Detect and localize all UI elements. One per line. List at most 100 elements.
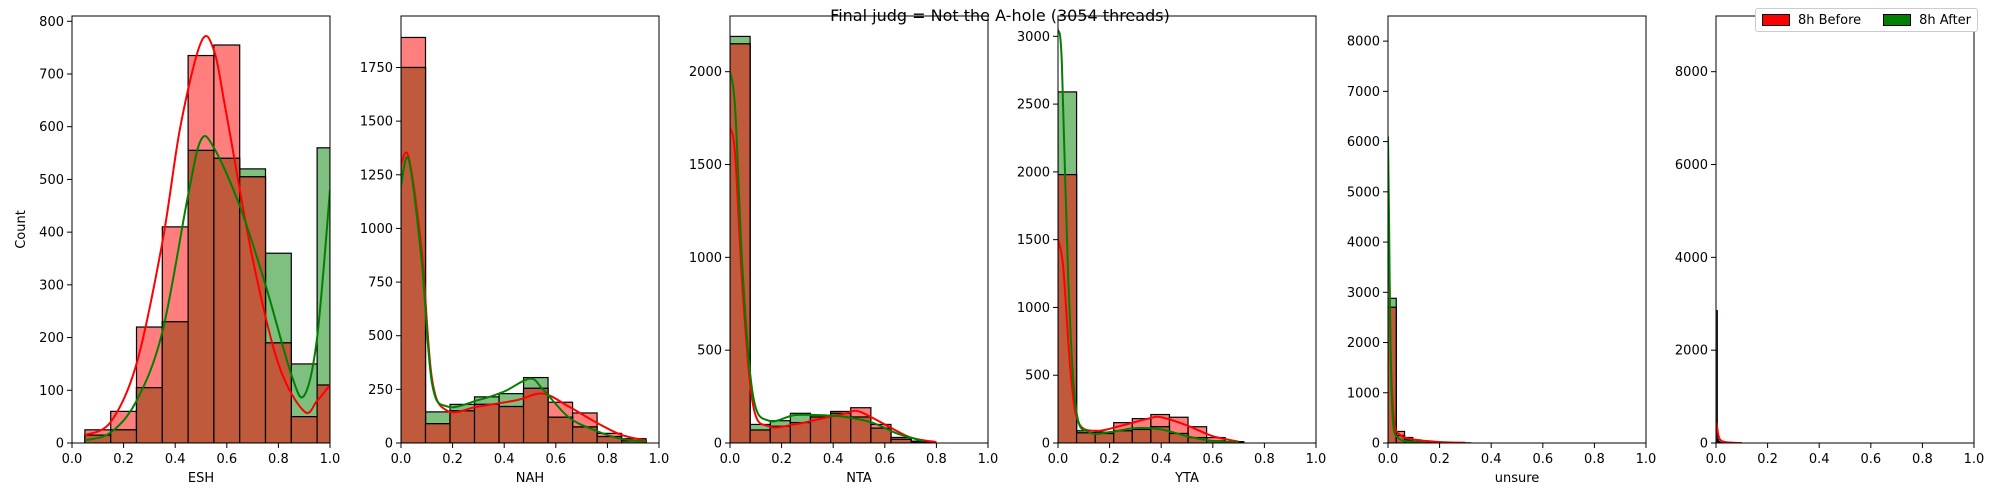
panel-5: 0.0 0.2 0.4 0.6 0.8 1.0 0 1000 2000 3000 4000 5000 6…: [1347, 15, 1657, 486]
plot-area-4: [1058, 29, 1245, 443]
kde-before-line: [1716, 421, 1742, 443]
kde-before-line: [1058, 239, 1239, 443]
kde-after-line: [1388, 136, 1427, 443]
y-tick-label: 7000: [1347, 85, 1380, 100]
y-tick-label: 2000: [689, 65, 722, 80]
y-tick-label: 4000: [1347, 236, 1380, 251]
x-tick-label: 0.2: [113, 452, 134, 467]
bar-overlap: [187, 149, 215, 443]
legend-item-before: 8h Before: [1762, 13, 1861, 28]
bar-overlap: [264, 342, 292, 443]
y-tick-label: 4000: [1675, 251, 1708, 266]
y-tick-label: 1000: [360, 222, 393, 237]
y-tick-label: 1750: [360, 61, 393, 76]
y-tick-label: 6000: [1675, 158, 1708, 173]
y-tick-label: 250: [368, 383, 393, 398]
bar-overlap: [449, 410, 476, 443]
axes-frame: [400, 15, 660, 444]
y-axis-label: Count: [14, 210, 29, 249]
y-tick-label: 0: [385, 437, 393, 452]
x-tick-label: 0.4: [1809, 452, 1830, 467]
legend-swatch-after: [1883, 14, 1912, 26]
plot-area-6: [1716, 310, 1742, 443]
axes-frame: [71, 15, 331, 444]
y-tick-label: 2500: [1017, 98, 1050, 113]
y-tick-label: 500: [697, 344, 722, 359]
kde-before-line: [1388, 201, 1466, 443]
y-tick-label: 500: [368, 329, 393, 344]
x-tick-label: 1.0: [1636, 452, 1657, 467]
y-tick-label: 5000: [1347, 185, 1380, 200]
bar-overlap: [769, 425, 791, 443]
plot-area-1: [84, 35, 330, 443]
legend-label-before: 8h Before: [1798, 12, 1862, 28]
bar-before: [1716, 310, 1718, 443]
legend-item-after: 8h After: [1883, 13, 1971, 28]
x-tick-label: 0.0: [1706, 452, 1727, 467]
bar-overlap: [424, 423, 451, 443]
x-tick-label: 0.2: [771, 452, 792, 467]
x-axis-label: NTA: [846, 471, 872, 486]
bar-overlap: [110, 429, 138, 443]
y-tick-label: 3000: [1017, 30, 1050, 45]
bar-overlap: [1094, 432, 1115, 443]
y-tick-label: 1500: [1017, 233, 1050, 248]
x-tick-label: 0.2: [1429, 452, 1450, 467]
x-tick-label: 0.0: [1378, 452, 1399, 467]
kde-before-line: [730, 127, 937, 443]
x-tick-label: 0.0: [391, 452, 412, 467]
y-tick-label: 500: [1025, 369, 1050, 384]
x-tick-label: 0.2: [1099, 452, 1120, 467]
bar-overlap: [498, 405, 525, 443]
legend-label-after: 8h After: [1919, 12, 1972, 28]
bar-overlap: [135, 387, 163, 443]
plot-area-2: [401, 36, 647, 443]
y-tick-label: 0: [1042, 437, 1050, 452]
axes-frame: [1715, 15, 1975, 444]
y-tick-label: 800: [39, 15, 64, 30]
x-tick-label: 0.0: [1048, 452, 1069, 467]
y-tick-label: 500: [39, 173, 64, 188]
y-tick-label: 100: [39, 384, 64, 399]
x-tick-label: 0.8: [1584, 452, 1605, 467]
x-tick-label: 1.0: [978, 452, 999, 467]
kde-before-line: [401, 151, 647, 442]
y-tick-label: 300: [39, 278, 64, 293]
y-tick-label: 400: [39, 226, 64, 241]
x-tick-label: 0.8: [926, 452, 947, 467]
panel-6: 0.0 0.2 0.4 0.6 0.8 1.0 0 2000 4000 6000 8000: [1675, 15, 1984, 467]
kde-before-line: [84, 35, 330, 437]
y-tick-label: 2000: [1675, 344, 1708, 359]
bar-overlap: [290, 416, 318, 443]
kde-after-line: [401, 156, 647, 443]
kde-after-line: [1058, 29, 1239, 443]
bar-overlap: [473, 403, 500, 443]
panel-4: 0.0 0.2 0.4 0.6 0.8 1.0 0 500 1000 1500 2000 2500 30…: [1017, 15, 1326, 486]
y-tick-label: 1000: [1017, 301, 1050, 316]
panel-3: 0.0 0.2 0.4 0.6 0.8 1.0 0 500 1000 1500 2000 NTA: [689, 15, 999, 486]
kde-after-line: [730, 71, 924, 443]
bar-overlap: [890, 438, 912, 443]
x-tick-label: 0.2: [442, 452, 463, 467]
x-tick-label: 0.4: [1481, 452, 1502, 467]
y-tick-label: 200: [39, 331, 64, 346]
x-tick-label: 0.8: [268, 452, 289, 467]
axes-frame: [1057, 15, 1317, 444]
y-tick-label: 0: [56, 437, 64, 452]
y-tick-label: 8000: [1675, 65, 1708, 80]
y-tick-label: 750: [368, 276, 393, 291]
axes-frame: [729, 15, 989, 444]
y-tick-label: 8000: [1347, 35, 1380, 50]
x-tick-label: 0.6: [1202, 452, 1223, 467]
bar-overlap: [749, 429, 771, 443]
x-tick-label: 0.6: [545, 452, 566, 467]
x-tick-label: 0.8: [1912, 452, 1933, 467]
y-tick-label: 6000: [1347, 135, 1380, 150]
y-tick-label: 0: [714, 437, 722, 452]
x-tick-label: 0.8: [1254, 452, 1275, 467]
panel-2: 0.0 0.2 0.4 0.6 0.8 1.0 0 250 500 750 1000 1250 1500…: [360, 15, 669, 486]
legend-swatch-before: [1762, 14, 1790, 26]
bar-overlap: [1113, 430, 1133, 443]
x-axis-label: ESH: [188, 471, 214, 486]
